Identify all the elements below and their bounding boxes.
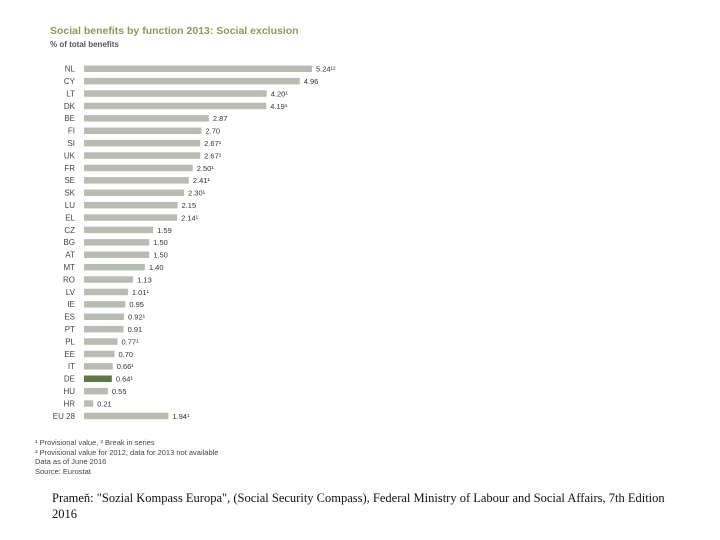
bar-be <box>84 115 209 122</box>
bar-pt <box>84 325 124 333</box>
value-label: 0.77¹ <box>121 337 139 346</box>
value-label: 4.19¹ <box>270 102 288 111</box>
category-label: EL <box>65 213 75 222</box>
category-label: CY <box>64 77 76 86</box>
value-label: 2.41¹ <box>193 176 211 185</box>
value-label: 0.21 <box>97 399 112 408</box>
value-label: 0.64¹ <box>116 375 134 384</box>
bar-el <box>84 214 178 221</box>
value-label: 1.50 <box>153 251 168 260</box>
bar-dk <box>84 102 267 110</box>
category-label: EU 28 <box>53 412 76 421</box>
value-label: 1.01¹ <box>132 288 150 297</box>
chart-footnotes: ¹ Provisional value, ² Break in series ³… <box>35 438 218 476</box>
value-label: 1.13 <box>137 275 152 284</box>
value-label: 5.24¹² <box>316 65 336 74</box>
bar-es <box>84 313 125 320</box>
bar-bg <box>84 239 150 246</box>
footnote-data-date: Data as of June 2016 <box>35 457 107 466</box>
value-label: 2.87 <box>213 114 228 123</box>
bar-cz <box>84 226 154 234</box>
value-label: 1.59 <box>157 226 172 235</box>
bar-hr <box>84 400 94 407</box>
category-label: LV <box>66 288 76 297</box>
category-label: PT <box>65 325 75 334</box>
value-label: 2.70 <box>205 127 220 136</box>
category-label: DK <box>64 102 76 111</box>
bar-pl <box>84 338 118 345</box>
category-label: FI <box>68 127 75 136</box>
bar-at <box>84 251 150 258</box>
category-label: SE <box>64 176 75 185</box>
value-label: 2.67¹ <box>204 139 222 148</box>
category-label: SK <box>64 189 75 198</box>
bar-mt <box>84 263 145 271</box>
value-label: 4.20¹ <box>271 89 289 98</box>
bar-se <box>84 177 189 184</box>
value-label: 0.91 <box>128 325 143 334</box>
bar-cy <box>84 77 300 85</box>
value-label: 0.66¹ <box>117 362 135 371</box>
bar-fi <box>84 127 202 134</box>
category-label: IE <box>67 300 75 309</box>
category-label: HR <box>63 399 75 408</box>
category-label: PL <box>65 337 75 346</box>
value-label: 1.50 <box>153 238 168 247</box>
bar-nl <box>84 65 312 72</box>
bar-uk <box>84 152 201 159</box>
category-label: SI <box>67 139 75 148</box>
bar-si <box>84 139 201 147</box>
footnote-2012: ³ Provisional value for 2012, data for 2… <box>35 447 219 457</box>
category-label: RO <box>63 275 75 284</box>
category-label: LU <box>65 201 75 210</box>
bar-ro <box>84 276 134 283</box>
source-citation: Prameň: "Sozial Kompass Europa", (Social… <box>52 491 665 521</box>
value-label: 0.92¹ <box>128 313 146 322</box>
bar-ie <box>84 301 126 308</box>
value-label: 0.55 <box>112 387 127 396</box>
bar-lu <box>84 201 178 209</box>
footnote-source: Source: Eurostat <box>35 466 91 476</box>
category-label: AT <box>65 251 75 260</box>
category-label: LT <box>66 89 75 98</box>
value-label: 2.30¹ <box>188 189 206 198</box>
bar-sk <box>84 189 185 196</box>
category-label: EE <box>64 350 75 359</box>
category-label: HU <box>63 387 75 396</box>
category-label: MT <box>63 263 75 272</box>
value-label: 2.15 <box>182 201 197 210</box>
footnote-provisional: ¹ Provisional value, ² Break in series <box>35 438 155 447</box>
bar-hu <box>84 387 108 395</box>
value-label: 4.96 <box>304 77 319 86</box>
value-label: 1.40 <box>149 263 164 272</box>
bar-lv <box>84 288 128 296</box>
bar-de <box>84 375 112 382</box>
category-label: ES <box>64 313 75 322</box>
category-label: FR <box>64 164 75 173</box>
bar-eu-28 <box>84 412 169 420</box>
value-label: 1.94¹ <box>172 412 190 421</box>
chart-title: Social benefits by function 2013: Social… <box>50 25 299 37</box>
category-label: UK <box>64 151 76 160</box>
category-label: IT <box>68 362 75 371</box>
value-label: 2.50¹ <box>197 164 215 173</box>
value-label: 0.95 <box>129 300 144 309</box>
category-label: BG <box>63 238 75 247</box>
category-label: NL <box>65 65 76 74</box>
value-label: 0.70 <box>118 350 133 359</box>
bar-fr <box>84 164 193 172</box>
chart-subtitle: % of total benefits <box>50 40 119 49</box>
bar-lt <box>84 90 267 97</box>
value-label: 2.67¹ <box>204 151 222 160</box>
category-label: DE <box>64 375 75 384</box>
category-label: BE <box>64 114 75 123</box>
bar-it <box>84 363 113 370</box>
bar-ee <box>84 350 115 358</box>
category-label: CZ <box>64 226 75 235</box>
value-label: 2.14¹ <box>181 213 199 222</box>
